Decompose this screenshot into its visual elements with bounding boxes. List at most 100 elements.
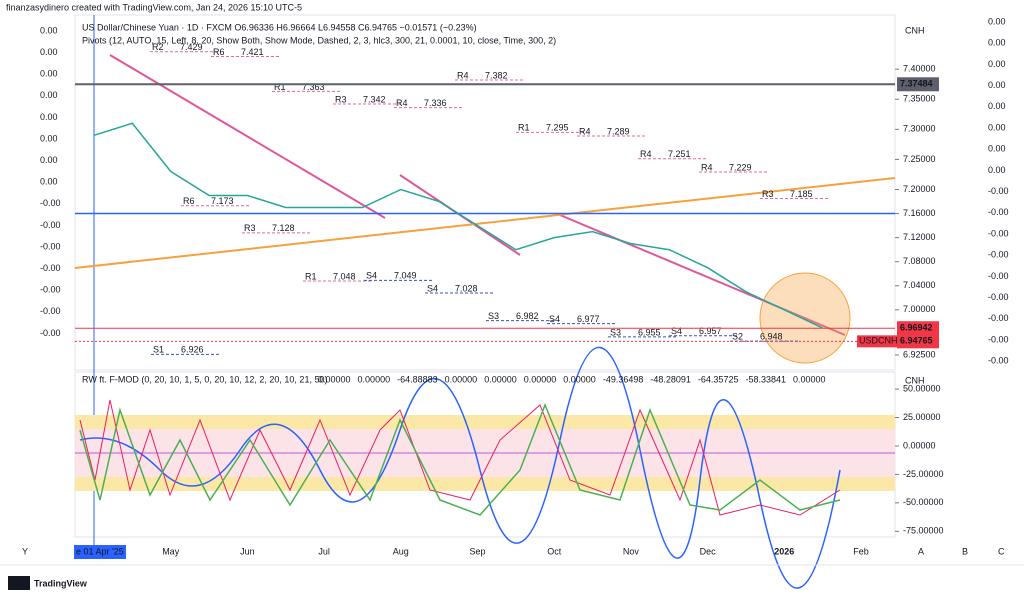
indicator-tick-label: -25.00000 <box>903 469 944 479</box>
price-label: 6.94765 <box>900 336 933 346</box>
indicator-currency: CNH <box>905 375 925 385</box>
pivot-name: R3 <box>762 189 774 199</box>
pivot-name: S4 <box>427 283 438 293</box>
currency: CNH <box>905 25 925 35</box>
left-scale-label: 0.00 <box>40 177 58 187</box>
pivot-name: S4 <box>671 326 682 336</box>
pivot-name: R6 <box>183 196 195 206</box>
y-tick-label: 7.35000 <box>903 94 936 104</box>
x-tick-label: May <box>162 546 180 556</box>
pivots-info: Pivots (12, AUTO, 15, Left, 8, 20, Show … <box>82 35 556 45</box>
right-scale-label: -0.00 <box>988 271 1009 281</box>
indicator-reading: 0.00000 <box>563 374 596 384</box>
pivot-name: R3 <box>335 94 347 104</box>
x-tick-label: Oct <box>547 546 562 556</box>
left-scale-label: 0.00 <box>40 69 58 79</box>
corner-letter: Y <box>22 546 28 556</box>
price-label: 6.96942 <box>900 323 933 333</box>
left-scale-label: -0.00 <box>40 263 61 273</box>
indicator-title: RW ft. F-MOD (0, 20, 10, 1, 5, 0, 20, 10… <box>82 374 327 384</box>
indicator-tick-label: -75.00000 <box>903 526 944 536</box>
x-tick-label: Dec <box>700 546 717 556</box>
left-scale-label: -0.00 <box>40 220 61 230</box>
pivot-value: 6.957 <box>699 326 722 336</box>
corner-letter: B <box>962 546 968 556</box>
pivot-value: 6.977 <box>577 314 600 324</box>
y-tick-label: 7.04000 <box>903 280 936 290</box>
pivot-name: S2 <box>732 331 743 341</box>
indicator-reading: 0.00000 <box>484 374 517 384</box>
pivot-value: 7.229 <box>729 162 752 172</box>
right-scale-label: -0.00 <box>988 186 1009 196</box>
pivot-name: R1 <box>518 123 530 133</box>
y-tick-label: 6.92500 <box>903 349 936 359</box>
indicator-tick-label: 0.00000 <box>903 440 936 450</box>
y-tick-label: 7.20000 <box>903 184 936 194</box>
x-tick-label: Aug <box>393 546 409 556</box>
indicator-reading: 0.00000 <box>524 374 557 384</box>
left-scale-label: -0.00 <box>40 328 61 338</box>
footer-brand: TradingView <box>34 578 88 588</box>
pivot-name: R4 <box>701 162 713 172</box>
indicator-tick-label: 25.00000 <box>903 412 941 422</box>
highlight-circle <box>759 272 851 364</box>
pivot-value: 6.948 <box>760 331 783 341</box>
trend-line <box>109 54 386 219</box>
left-scale-label: -0.00 <box>40 285 61 295</box>
pivot-value: 7.049 <box>394 271 417 281</box>
right-scale-label: 0.00 <box>988 38 1006 48</box>
left-scale-label: 0.00 <box>40 133 58 143</box>
corner-letter: A <box>918 546 924 556</box>
right-scale-label: -0.00 <box>988 228 1009 238</box>
pivot-value: 7.251 <box>668 149 691 159</box>
trend-line <box>559 214 846 336</box>
price-tag <box>897 321 939 336</box>
indicator-line <box>79 399 841 516</box>
right-scale-label: 0.00 <box>988 101 1006 111</box>
x-tick-label: 2026 <box>774 546 794 556</box>
corner-letter: C <box>998 546 1005 556</box>
pivot-value: 7.336 <box>424 98 447 108</box>
y-tick-label: 7.12000 <box>903 232 936 242</box>
pivot-value: 7.173 <box>211 196 234 206</box>
y-tick-label: 7.08000 <box>903 256 936 266</box>
pivot-value: 7.289 <box>607 126 630 136</box>
x-tick-label: Sep <box>469 546 485 556</box>
symbol-name: USDCNH <box>859 336 898 346</box>
right-scale-label: 0.00 <box>988 144 1006 154</box>
left-scale-label: -0.00 <box>40 306 61 316</box>
pivot-name: R1 <box>274 82 286 92</box>
left-scale-label: 0.00 <box>40 90 58 100</box>
indicator-reading: 0.00000 <box>358 374 391 384</box>
pivot-value: 7.295 <box>546 123 569 133</box>
indicator-tick-label: 50.00000 <box>903 383 941 393</box>
right-scale-label: -0.00 <box>988 292 1009 302</box>
right-scale-label: -0.00 <box>988 334 1009 344</box>
indicator-line <box>79 346 841 589</box>
left-scale-label: 0.00 <box>40 47 58 57</box>
y-tick-label: 7.25000 <box>903 154 936 164</box>
right-scale-label: 0.00 <box>988 165 1006 175</box>
pivot-name: S3 <box>488 311 499 321</box>
credit: finanzasydinero created with TradingView… <box>6 2 302 12</box>
price-tag <box>897 77 939 92</box>
pivot-value: 6.982 <box>516 311 539 321</box>
right-scale-label: 0.00 <box>988 80 1006 90</box>
y-tick-label: 7.16000 <box>903 208 936 218</box>
right-scale-label: -0.00 <box>988 250 1009 260</box>
pivot-value: 7.363 <box>302 82 325 92</box>
x-tick-label: Jul <box>318 546 330 556</box>
right-scale-label: 0.00 <box>988 16 1006 26</box>
pivot-name: R1 <box>305 271 317 281</box>
pivot-value: 7.185 <box>790 189 813 199</box>
symbol-tag <box>857 335 897 348</box>
left-scale-label: -0.00 <box>40 198 61 208</box>
indicator-reading: -64.35725 <box>698 374 739 384</box>
pivot-name: S3 <box>610 327 621 337</box>
price-label: 7.37484 <box>900 79 933 89</box>
pivot-name: S4 <box>366 271 377 281</box>
pivot-value: 7.048 <box>333 271 356 281</box>
pivot-name: R4 <box>579 126 591 136</box>
